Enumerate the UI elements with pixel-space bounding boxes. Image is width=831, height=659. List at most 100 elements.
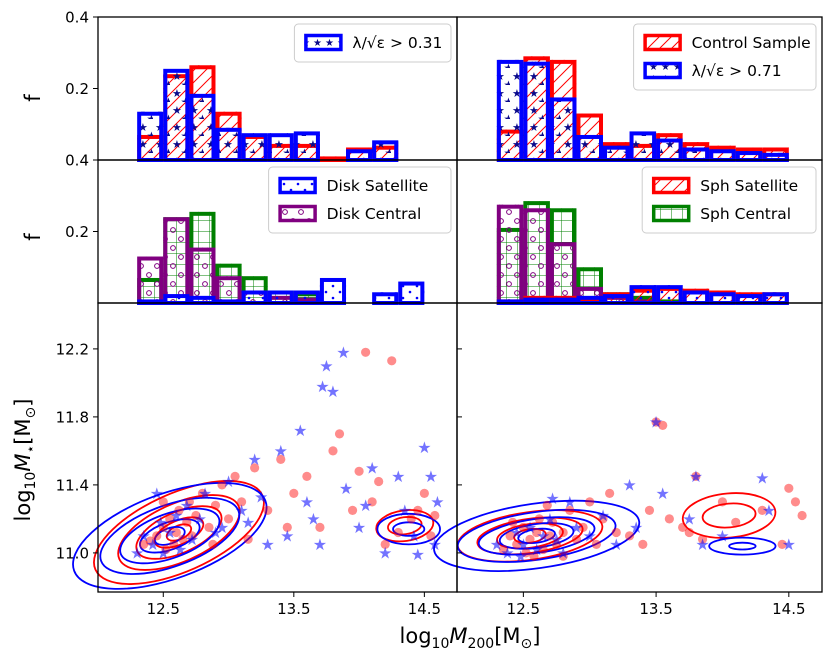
panel-bottom-left-point-star: ★ bbox=[169, 506, 183, 525]
panel-middle-left-y-tick-label: 0.2 bbox=[65, 223, 89, 241]
panel-bottom-left-point-star: ★ bbox=[398, 501, 412, 520]
panel-bottom-right-point-circle bbox=[797, 510, 807, 521]
panel-bottom-left-point-circle bbox=[276, 454, 286, 464]
panel-bottom-right-point-circle bbox=[521, 548, 531, 558]
panel-bottom-right-point-star: ★ bbox=[545, 489, 559, 508]
panel-bottom-left-point-circle bbox=[197, 488, 208, 498]
panel-bottom-right-point-circle bbox=[664, 514, 674, 524]
panel-bottom-left-contour-blue bbox=[72, 482, 268, 590]
legend-swatch-sph-central bbox=[651, 204, 691, 223]
panel-middle-left-bar-disk-satellite bbox=[372, 292, 399, 305]
contour-layer bbox=[72, 480, 777, 590]
panel-bottom-left-point-star: ★ bbox=[221, 472, 235, 491]
panel-middle-right-bar-disk-satellite bbox=[709, 292, 736, 305]
panel-bottom-right-point-circle bbox=[508, 517, 518, 527]
panel-middle-right-bar-disk-satellite bbox=[735, 294, 763, 305]
x-label-main: M bbox=[449, 624, 467, 648]
panel-bottom-left-x-tick-label: 13.5 bbox=[277, 600, 310, 618]
bar-fill bbox=[603, 294, 630, 303]
panel-middle-right-bar-disk-satellite bbox=[682, 290, 710, 305]
legend-swatch-disk-central bbox=[278, 204, 317, 223]
bar-fill bbox=[267, 133, 294, 160]
panel-bottom-right-x-tick-label: 12.5 bbox=[507, 600, 540, 618]
panel-bottom-left-point-circle bbox=[380, 539, 390, 550]
y-label-prefix: log bbox=[11, 489, 35, 521]
panel-bottom-right-point-star: ★ bbox=[516, 535, 530, 554]
bar-fill bbox=[735, 294, 763, 303]
panel-middle-left-bar-disk-central bbox=[215, 276, 242, 305]
panel-bottom-left-point-circle bbox=[334, 429, 345, 439]
panel-bottom-right-point-circle bbox=[757, 505, 767, 515]
panel-bottom-right-point-star: ★ bbox=[500, 543, 514, 562]
panel-bottom-left-point-star: ★ bbox=[313, 535, 327, 554]
x-label-sub: 10 bbox=[432, 636, 450, 652]
panel-bottom-right-point-star: ★ bbox=[549, 530, 563, 549]
panel-top-right-bar-0-71 bbox=[656, 138, 683, 163]
panel-bottom-right-point-circle bbox=[678, 522, 688, 533]
panel-bottom-left-point-star: ★ bbox=[293, 421, 307, 440]
panel-middle-right-bar-disk-satellite bbox=[523, 297, 550, 306]
bar-fill bbox=[137, 256, 164, 303]
panel-middle-left-bar-disk-satellite bbox=[293, 290, 320, 305]
panel-bottom-right-point-star: ★ bbox=[682, 509, 696, 528]
panel-top-left-bar-0-31 bbox=[215, 127, 242, 162]
panel-bottom-left-point-circle bbox=[178, 534, 188, 544]
bar-fill bbox=[656, 285, 683, 303]
panel-middle-left-y-tick-label: 0.4 bbox=[65, 152, 89, 170]
bar-fill bbox=[629, 285, 657, 303]
panel-bottom-right-point-star: ★ bbox=[563, 492, 577, 511]
legend-swatch-0-71 bbox=[643, 61, 682, 80]
panel-bottom-left-point-circle bbox=[165, 514, 175, 524]
x-label-unit: [M bbox=[494, 624, 520, 648]
panel-bottom-left-contour-blue bbox=[99, 496, 241, 575]
panel-bottom-left-y-tick-label: 11.0 bbox=[56, 544, 89, 562]
panel-bottom-left-point-star: ★ bbox=[306, 509, 320, 528]
panel-bottom-left-contour-red bbox=[135, 505, 223, 560]
panel-bottom-left-point-star: ★ bbox=[185, 530, 199, 549]
panel-bottom-left-point-circle bbox=[387, 356, 397, 366]
panel-bottom-left-point-circle bbox=[184, 497, 194, 507]
panel-bottom-right-point-circle bbox=[717, 497, 728, 507]
panel-bottom-right-point-star: ★ bbox=[715, 526, 729, 545]
y-label-sun: ⊙ bbox=[23, 407, 39, 419]
panel-top-left-bar-0-31 bbox=[137, 111, 164, 163]
bar-fill bbox=[189, 247, 216, 303]
panel-top-right-bar-0-71 bbox=[576, 134, 603, 163]
panel-bottom-right-point-circle bbox=[505, 531, 515, 541]
axes-frames bbox=[97, 16, 823, 593]
legends-layer: λ/√ε > 0.31 Control Sample λ/√ε > 0.71 Disk… bbox=[268, 23, 817, 234]
panel-bottom-left-point-star: ★ bbox=[193, 509, 207, 528]
legend-swatch-outline bbox=[643, 61, 682, 80]
panel-middle-left-bar-disk-satellite bbox=[319, 277, 347, 306]
panel-bottom-left-point-circle bbox=[367, 497, 377, 507]
panel-bottom-right-contour-blue bbox=[728, 541, 757, 551]
panel-top-left-bar-0-31 bbox=[189, 93, 216, 162]
panel-top-left-y-tick-label: 0.2 bbox=[65, 80, 89, 98]
panel-bottom-right-point-star: ★ bbox=[755, 469, 769, 488]
panel-bottom-left-point-star: ★ bbox=[280, 526, 294, 545]
panel-bottom-right-point-circle bbox=[512, 539, 522, 550]
panel-bottom-right-x-tick-label: 14.5 bbox=[772, 600, 805, 618]
panel-bottom-right-point-circle bbox=[571, 534, 582, 544]
panel-bottom-right-point-star: ★ bbox=[656, 484, 670, 503]
panel-bottom-left-point-star: ★ bbox=[150, 484, 164, 503]
panel-bottom-left-point-circle bbox=[182, 517, 192, 527]
bar-fill bbox=[398, 281, 425, 303]
panel-bottom-right-point-circle bbox=[532, 527, 542, 538]
panel-top-right-bar-0-71 bbox=[603, 145, 630, 162]
legend-swatch-disk-satellite bbox=[278, 176, 317, 195]
panel-bottom-left-point-star: ★ bbox=[137, 526, 151, 545]
panel-bottom-left-point-star: ★ bbox=[378, 543, 392, 562]
panel-bottom-right-point-circle bbox=[731, 517, 741, 527]
panel-bottom-right-contour-blue bbox=[708, 536, 777, 556]
panel-bottom-left-point-star: ★ bbox=[407, 526, 421, 545]
panel-bottom-right-point-circle bbox=[611, 527, 621, 538]
panel-bottom-right-point-star: ★ bbox=[596, 506, 610, 525]
panel-middle-left-bar-disk-satellite bbox=[163, 294, 190, 305]
legend-label-control-sample: Control Sample bbox=[692, 34, 811, 52]
legend-swatch-fill bbox=[304, 34, 343, 51]
panel-middle-left-bar-disk-satellite bbox=[241, 290, 268, 305]
panel-bottom-left-point-star: ★ bbox=[146, 535, 160, 554]
panel-bottom-right-frame bbox=[456, 302, 823, 593]
panel-top-right-bar-0-71 bbox=[496, 59, 524, 162]
